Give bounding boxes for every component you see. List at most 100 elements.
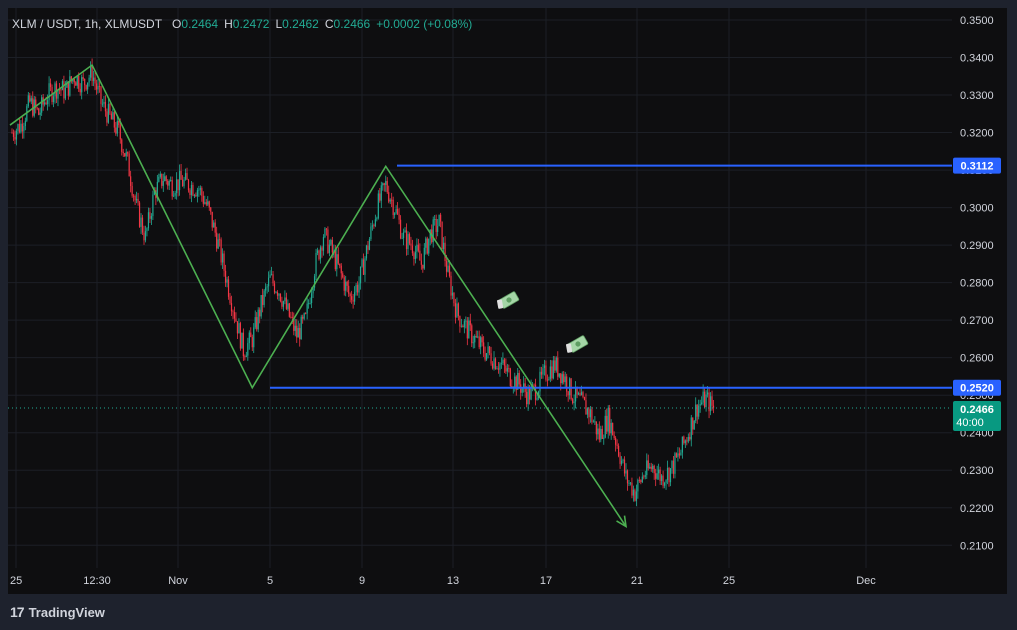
candle-body xyxy=(606,415,608,432)
candle-body xyxy=(574,386,577,402)
candle-body xyxy=(612,422,614,436)
candle-body xyxy=(230,303,233,312)
candle-body xyxy=(632,489,635,496)
candle-body xyxy=(706,392,709,395)
candle-body xyxy=(588,408,590,418)
candle-body xyxy=(21,123,23,132)
candle-body xyxy=(711,396,713,406)
candle-body xyxy=(184,173,187,180)
candle-body xyxy=(542,368,544,375)
y-tick-label: 0.2300 xyxy=(960,465,994,477)
candle-body xyxy=(299,328,301,340)
candle-body xyxy=(336,254,338,270)
candle-body xyxy=(617,445,620,456)
candle-body xyxy=(561,374,563,384)
trend-lines[interactable] xyxy=(9,63,628,529)
level-price-tag xyxy=(953,157,1001,174)
candle-body xyxy=(272,274,274,284)
y-tick-label: 0.3200 xyxy=(960,128,994,140)
candle-body xyxy=(613,435,615,439)
candle-body xyxy=(219,239,221,241)
candle-body xyxy=(296,325,298,338)
symbol-label[interactable]: XLM / USDT, 1h, XLMUSDT xyxy=(12,17,163,31)
candle-body xyxy=(199,188,201,190)
candle-body xyxy=(144,231,147,241)
candle-body xyxy=(348,285,350,294)
candle-body xyxy=(189,190,191,196)
candle-body xyxy=(680,452,682,456)
candle-body xyxy=(497,368,500,370)
candle-body xyxy=(170,180,172,182)
candle-body xyxy=(229,296,231,304)
candle-body xyxy=(567,391,569,396)
candle-body xyxy=(158,176,160,182)
candle-body xyxy=(603,437,605,439)
candle-body xyxy=(168,181,170,186)
candles xyxy=(11,58,715,507)
candle-body xyxy=(11,132,13,134)
candle-body xyxy=(644,475,646,477)
candle-body xyxy=(493,358,495,369)
candle-body xyxy=(708,392,710,412)
brand-name: TradingView xyxy=(28,604,105,620)
candle-body xyxy=(303,313,305,319)
candle-body xyxy=(554,360,556,371)
candle-body xyxy=(327,229,329,253)
candle-body xyxy=(671,460,673,469)
candle-body xyxy=(367,245,369,250)
time-axis[interactable]: 25 12:30 Nov 5 9 13 17 21 25 Dec xyxy=(10,575,876,587)
candle-body xyxy=(705,394,707,408)
candle-body xyxy=(49,83,52,87)
candle-body xyxy=(23,126,25,132)
price-axis[interactable]: 0.21000.22000.23000.24000.25000.26000.27… xyxy=(960,15,994,552)
candle-body xyxy=(254,317,256,328)
candle-body xyxy=(628,482,630,484)
horizontal-levels[interactable] xyxy=(8,164,952,409)
candle-body xyxy=(181,179,184,187)
candle-body xyxy=(173,195,175,197)
candle-body xyxy=(107,104,110,123)
tradingview-branding[interactable]: 17 TradingView xyxy=(10,603,105,621)
candle-body xyxy=(205,202,207,205)
candle-body xyxy=(281,301,283,307)
candle-body xyxy=(75,82,77,86)
current-price-label: 0.2466 xyxy=(960,404,994,416)
candle-body xyxy=(135,198,138,201)
candle-body xyxy=(257,309,259,330)
x-tick-label: 25 xyxy=(723,575,735,587)
candle-body xyxy=(331,240,333,253)
candle-body xyxy=(260,295,262,317)
candle-body xyxy=(683,436,685,444)
candle-body xyxy=(149,212,151,219)
candle-body xyxy=(509,368,511,386)
candle-body xyxy=(76,75,78,86)
trend-arrow-head xyxy=(616,515,628,529)
candle-body xyxy=(196,190,198,197)
candle-body xyxy=(414,251,417,260)
candle-body xyxy=(210,207,212,212)
candle-body xyxy=(266,286,268,288)
candle-body xyxy=(546,379,549,381)
candle-body xyxy=(658,469,660,474)
candle-body xyxy=(373,225,375,227)
candle-body xyxy=(330,240,332,245)
candle-body xyxy=(216,232,218,249)
candle-body xyxy=(566,376,568,392)
candle-body xyxy=(69,76,71,96)
candle-body xyxy=(548,378,550,381)
candle-body xyxy=(32,98,34,116)
candle-body xyxy=(655,473,657,479)
candle-body xyxy=(462,325,464,328)
candle-body xyxy=(346,281,348,286)
price-axis-background xyxy=(952,8,1007,568)
candle-body xyxy=(386,181,388,193)
candle-body xyxy=(526,391,528,405)
candle-body xyxy=(159,173,161,177)
candle-body xyxy=(557,357,559,377)
candle-body xyxy=(460,325,462,327)
candle-body xyxy=(202,195,204,204)
candle-body xyxy=(521,388,523,393)
candle-body xyxy=(88,77,90,83)
candle-body xyxy=(674,453,676,474)
